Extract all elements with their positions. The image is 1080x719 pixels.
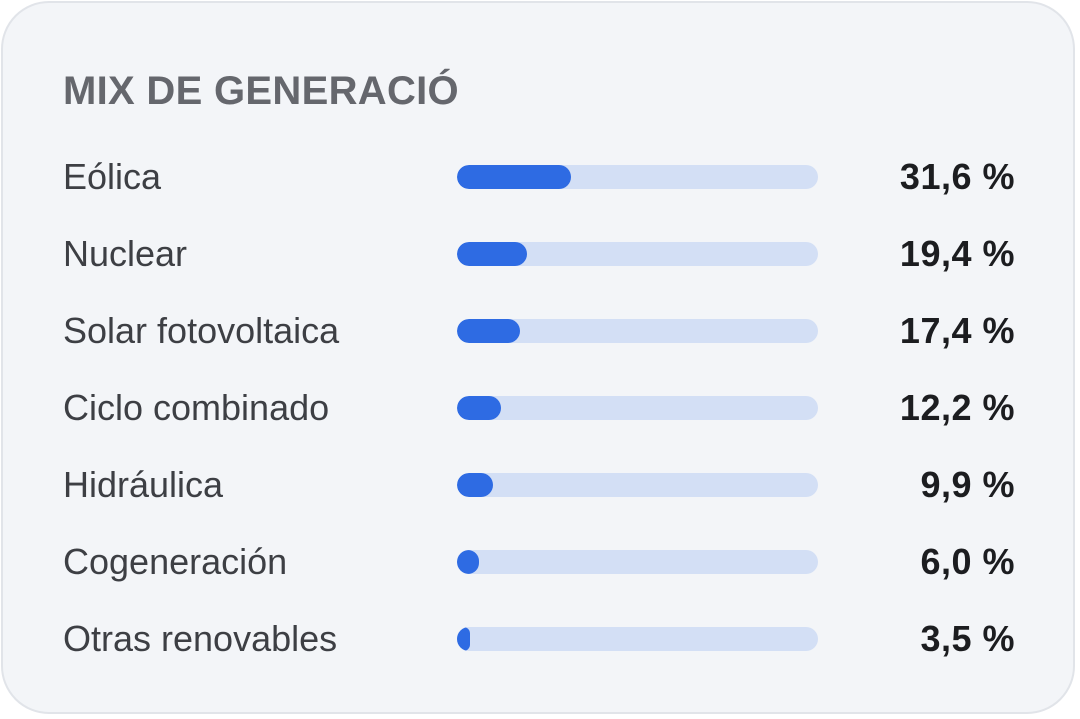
progress-bar-track: [457, 319, 818, 343]
percentage-value: 3,5 %: [920, 618, 1015, 659]
percentage-value: 31,6 %: [899, 156, 1015, 197]
source-label: Solar fotovoltaica: [63, 310, 340, 351]
progress-bar-fill: [457, 550, 479, 574]
progress-bar-fill: [457, 242, 528, 266]
source-label: Otras renovables: [63, 618, 338, 659]
card-title: MIX DE GENERACIÓ: [63, 69, 459, 113]
source-label: Nuclear: [63, 233, 188, 274]
list-item: Ciclo combinado 12,2 %: [3, 383, 1073, 433]
list-item: Cogeneración 6,0 %: [3, 537, 1073, 587]
list-item: Eólica 31,6 %: [3, 152, 1073, 202]
percentage-value: 12,2 %: [899, 387, 1015, 428]
progress-bar-track: [457, 396, 818, 420]
source-label: Ciclo combinado: [63, 387, 330, 428]
list-item: Solar fotovoltaica 17,4 %: [3, 306, 1073, 356]
progress-bar-track: [457, 473, 818, 497]
source-label: Eólica: [63, 156, 162, 197]
progress-bar-fill: [457, 627, 470, 651]
progress-bar-track: [457, 550, 818, 574]
percentage-value: 9,9 %: [920, 464, 1015, 505]
source-label: Hidráulica: [63, 464, 224, 505]
progress-bar-track: [457, 165, 818, 189]
percentage-value: 6,0 %: [920, 541, 1015, 582]
progress-bar-fill: [457, 396, 502, 420]
source-label: Cogeneración: [63, 541, 288, 582]
progress-bar-fill: [457, 319, 520, 343]
progress-bar-track: [457, 242, 818, 266]
list-item: Otras renovables 3,5 %: [3, 614, 1073, 664]
list-item: Hidráulica 9,9 %: [3, 460, 1073, 510]
percentage-value: 17,4 %: [899, 310, 1015, 351]
progress-bar-fill: [457, 473, 493, 497]
generation-list: Eólica 31,6 % Nuclear 19,4 % Solar fotovolta…: [3, 3, 1073, 712]
progress-bar-fill: [457, 165, 572, 189]
percentage-value: 19,4 %: [899, 233, 1015, 274]
progress-bar-track: [457, 627, 818, 651]
list-item: Nuclear 19,4 %: [3, 229, 1073, 279]
